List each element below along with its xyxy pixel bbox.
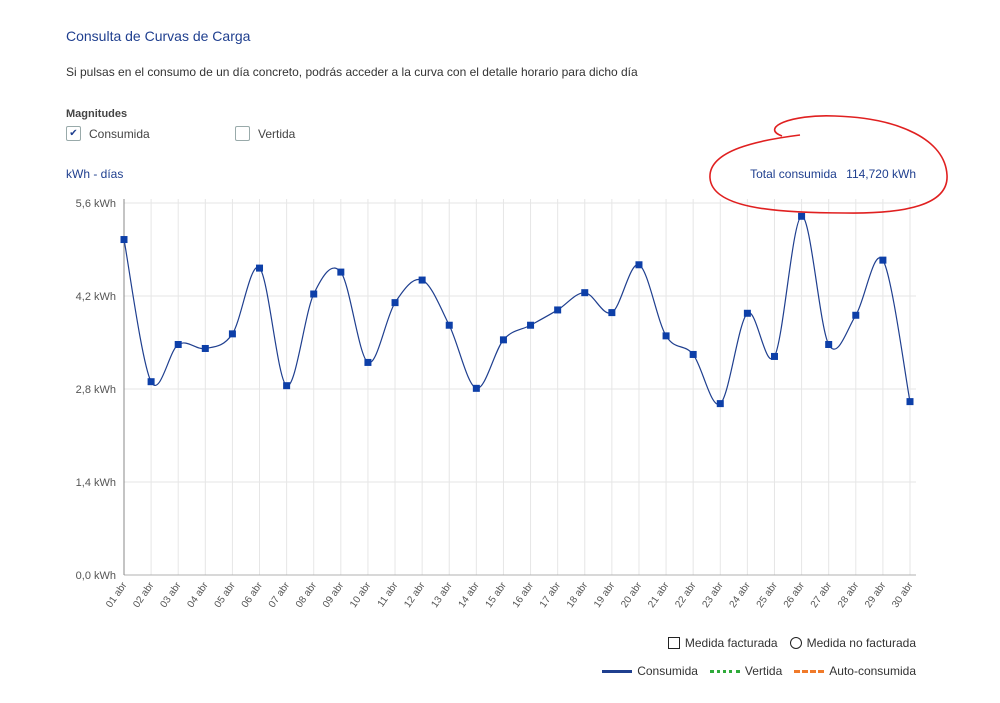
x-tick-label: 25 abr bbox=[755, 580, 781, 610]
data-point[interactable] bbox=[716, 400, 724, 408]
data-point[interactable] bbox=[770, 352, 778, 360]
legend-item-auto-consumida[interactable]: Auto-consumida bbox=[794, 664, 916, 678]
x-tick-label: 20 abr bbox=[619, 580, 645, 610]
total-consumida-value: 114,720 kWh bbox=[846, 167, 916, 181]
y-tick-label: 4,2 kWh bbox=[76, 291, 116, 303]
magnitudes-label: Magnitudes bbox=[66, 108, 128, 120]
x-tick-label: 27 abr bbox=[809, 580, 835, 610]
x-tick-label: 28 abr bbox=[836, 580, 862, 610]
legend-label: Auto-consumida bbox=[829, 664, 916, 678]
total-consumida-label: Total consumida bbox=[750, 167, 837, 181]
data-point[interactable] bbox=[418, 276, 426, 284]
dotted-line-icon bbox=[709, 669, 740, 673]
data-point[interactable] bbox=[201, 344, 209, 352]
data-point[interactable] bbox=[635, 261, 643, 269]
data-point[interactable] bbox=[608, 309, 616, 317]
legend-item-medida-facturada: Medida facturada bbox=[667, 636, 778, 650]
x-tick-label: 24 abr bbox=[728, 580, 754, 610]
data-point[interactable] bbox=[364, 358, 372, 366]
x-tick-label: 29 abr bbox=[863, 580, 889, 610]
data-point[interactable] bbox=[689, 350, 697, 358]
checkbox-vertida-label: Vertida bbox=[258, 126, 296, 141]
total-consumida: Total consumida 114,720 kWh bbox=[750, 167, 916, 181]
x-tick-label: 13 abr bbox=[429, 580, 455, 610]
data-point[interactable] bbox=[499, 336, 507, 344]
legend-item-medida-no-facturada: Medida no facturada bbox=[789, 636, 916, 650]
data-point[interactable] bbox=[472, 384, 480, 392]
annotation-circle bbox=[709, 115, 948, 214]
x-tick-label: 15 abr bbox=[484, 580, 510, 610]
legend-label: Consumida bbox=[637, 664, 698, 678]
data-point[interactable] bbox=[337, 268, 345, 276]
x-tick-label: 10 abr bbox=[348, 580, 374, 610]
data-point[interactable] bbox=[310, 290, 318, 298]
x-tick-label: 09 abr bbox=[321, 580, 347, 610]
x-tick-label: 03 abr bbox=[158, 580, 184, 610]
x-tick-label: 18 abr bbox=[565, 580, 591, 610]
y-tick-label: 1,4 kWh bbox=[76, 477, 116, 489]
data-point[interactable] bbox=[662, 332, 670, 340]
x-tick-label: 22 abr bbox=[673, 580, 699, 610]
data-point[interactable] bbox=[825, 340, 833, 348]
chart-unit-label: kWh - días bbox=[66, 167, 124, 181]
data-point[interactable] bbox=[581, 289, 589, 297]
x-tick-label: 02 abr bbox=[131, 580, 157, 610]
data-point[interactable] bbox=[174, 340, 182, 348]
x-tick-label: 07 abr bbox=[267, 580, 293, 610]
page-subtitle: Si pulsas en el consumo de un día concre… bbox=[66, 65, 638, 79]
solid-line-icon bbox=[602, 669, 633, 673]
data-point[interactable] bbox=[743, 309, 751, 317]
page-title: Consulta de Curvas de Carga bbox=[66, 28, 251, 44]
data-point[interactable] bbox=[554, 306, 562, 314]
x-tick-label: 19 abr bbox=[592, 580, 618, 610]
x-tick-label: 30 abr bbox=[890, 580, 916, 610]
data-point[interactable] bbox=[852, 311, 860, 319]
x-tick-label: 14 abr bbox=[457, 580, 483, 610]
data-point[interactable] bbox=[527, 321, 535, 329]
y-tick-label: 5,6 kWh bbox=[76, 198, 116, 210]
x-tick-label: 12 abr bbox=[402, 580, 428, 610]
checkbox-consumida[interactable]: ✔ Consumida bbox=[66, 126, 150, 141]
dashed-line-icon bbox=[794, 669, 825, 673]
data-point[interactable] bbox=[391, 299, 399, 307]
checkbox-vertida[interactable]: Vertida bbox=[235, 126, 295, 141]
data-point[interactable] bbox=[283, 382, 291, 390]
x-tick-label: 21 abr bbox=[646, 580, 672, 610]
legend-label: Medida no facturada bbox=[806, 636, 916, 650]
legend-markers: Medida facturada Medida no facturada bbox=[656, 636, 916, 650]
data-point[interactable] bbox=[445, 321, 453, 329]
y-tick-label: 2,8 kWh bbox=[76, 384, 116, 396]
legend-label: Medida facturada bbox=[684, 636, 778, 650]
legend-label: Vertida bbox=[744, 664, 783, 678]
legend-item-consumida[interactable]: Consumida bbox=[602, 664, 698, 678]
data-point[interactable] bbox=[906, 398, 914, 406]
square-icon bbox=[667, 637, 680, 649]
series-line-consumida bbox=[123, 215, 911, 405]
data-point[interactable] bbox=[147, 378, 155, 386]
circle-icon bbox=[789, 637, 802, 649]
data-point[interactable] bbox=[256, 264, 264, 272]
x-tick-label: 04 abr bbox=[185, 580, 211, 610]
x-tick-label: 23 abr bbox=[700, 580, 726, 610]
checkbox-consumida-label: Consumida bbox=[89, 126, 150, 141]
data-point[interactable] bbox=[879, 256, 887, 264]
x-tick-label: 17 abr bbox=[538, 580, 564, 610]
x-tick-label: 11 abr bbox=[376, 580, 401, 609]
x-tick-label: 16 abr bbox=[511, 580, 537, 610]
data-point[interactable] bbox=[120, 236, 128, 244]
x-tick-label: 08 abr bbox=[294, 580, 320, 610]
legend-item-vertida[interactable]: Vertida bbox=[709, 664, 783, 678]
checkbox-checked-icon[interactable]: ✔ bbox=[66, 126, 81, 141]
x-tick-label: 05 abr bbox=[213, 580, 239, 610]
legend-series: Consumida Vertida Auto-consumida bbox=[590, 664, 916, 678]
y-tick-label: 0,0 kWh bbox=[76, 570, 116, 582]
x-tick-label: 26 abr bbox=[782, 580, 808, 610]
x-tick-label: 06 abr bbox=[240, 580, 266, 610]
data-point[interactable] bbox=[798, 212, 806, 220]
checkbox-unchecked-icon[interactable] bbox=[235, 126, 250, 141]
data-point[interactable] bbox=[228, 330, 236, 338]
x-tick-label: 01 abr bbox=[104, 580, 130, 610]
